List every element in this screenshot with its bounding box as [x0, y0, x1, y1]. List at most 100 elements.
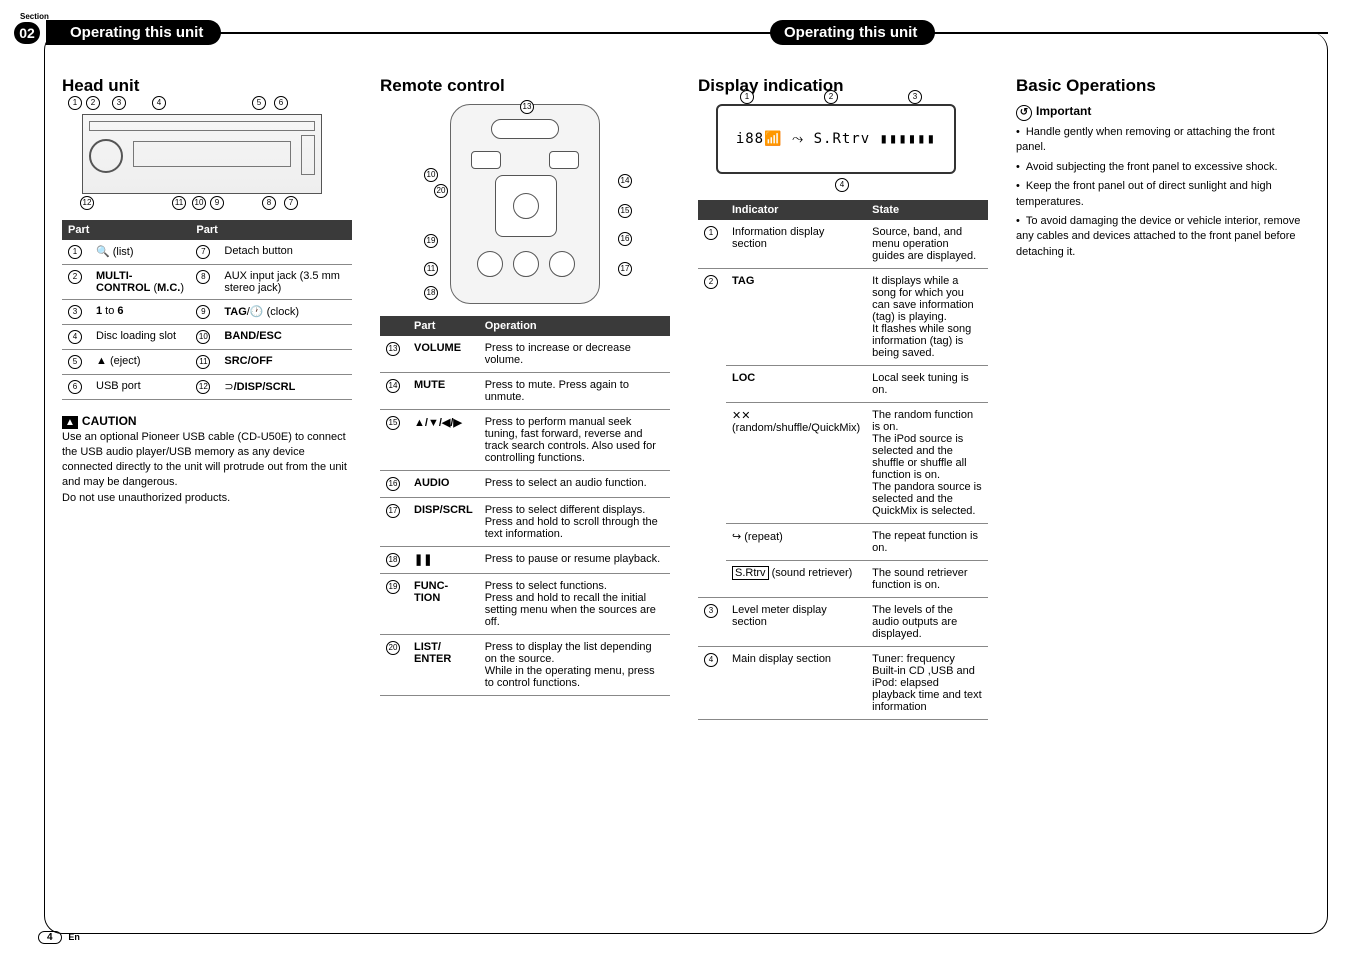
- row-part: USB port: [90, 375, 190, 400]
- bullet-item: To avoid damaging the device or vehicle …: [1016, 214, 1306, 260]
- table-row: 5▲ (eject)11SRC/OFF: [62, 350, 352, 375]
- hu-callouts-bottom: 12 11 10 9 8 7: [62, 196, 352, 212]
- table-row: 2TAGIt displays while a song for which y…: [698, 269, 988, 366]
- display-diagram: i88📶 ⤳ S.Rtrv ▮▮▮▮▮▮: [716, 104, 956, 174]
- row-num: 17: [386, 504, 400, 518]
- row-num: 6: [68, 380, 82, 394]
- row-indicator: Level meter display section: [726, 598, 866, 647]
- th-part: Part: [190, 220, 352, 240]
- hu-callouts-top: 1 2 3 4 5 6: [62, 96, 352, 112]
- callout-icon: 5: [252, 96, 266, 110]
- table-row: 4Disc loading slot10BAND/ESC: [62, 325, 352, 350]
- table-row: 13VOLUMEPress to increase or decrease vo…: [380, 336, 670, 373]
- row-indicator: Information display section: [726, 220, 866, 269]
- table-row: 3Level meter display sectionThe levels o…: [698, 598, 988, 647]
- col-basic-ops: Basic Operations Important Handle gently…: [1016, 76, 1306, 914]
- callout-icon: 15: [618, 204, 632, 218]
- row-part: 1 to 6: [90, 300, 190, 325]
- table-row: 16 AUDIOPress to select an audio function…: [380, 471, 670, 498]
- table-row: 31 to 69TAG/🕐 (clock): [62, 300, 352, 325]
- section-label: Section: [20, 12, 49, 21]
- row-part: DISP/SCRL: [408, 498, 479, 547]
- callout-icon: 18: [424, 286, 438, 300]
- content-area: Head unit 1 2 3 4 5 6 12 11 10 9 8: [62, 76, 1312, 914]
- row-num: 3: [704, 604, 718, 618]
- row-op: Press to increase or decrease volume.: [479, 336, 670, 373]
- row-indicator: S.Rtrv (sound retriever): [726, 561, 866, 598]
- row-part: AUX input jack (3.5 mm stereo jack): [218, 265, 352, 300]
- row-num: 14: [386, 379, 400, 393]
- table-row: 14MUTEPress to mute. Press again to unmu…: [380, 373, 670, 410]
- row-num: 4: [704, 653, 718, 667]
- row-op: Press to pause or resume playback.: [479, 547, 670, 574]
- row-num: 16: [386, 477, 400, 491]
- caution-heading: CAUTION: [62, 414, 352, 428]
- table-row: 1Information display sectionSource, band…: [698, 220, 988, 269]
- table-row: 1🔍 (list)7Detach button: [62, 240, 352, 265]
- row-state: The random function is on. The iPod sour…: [866, 403, 988, 524]
- row-state: The sound retriever function is on.: [866, 561, 988, 598]
- row-op: Press to display the list depending on t…: [479, 635, 670, 696]
- table-row: 17 DISP/SCRLPress to select different dis…: [380, 498, 670, 547]
- table-row: ↪ (repeat)The repeat function is on.: [698, 524, 988, 561]
- row-num: 8: [196, 270, 210, 284]
- col-remote: Remote control 13 10 20 14 15 16 17 19 1…: [380, 76, 670, 914]
- table-row: LOCLocal seek tuning is on.: [698, 366, 988, 403]
- row-num: 2: [704, 275, 718, 289]
- row-state: The repeat function is on.: [866, 524, 988, 561]
- callout-icon: 6: [274, 96, 288, 110]
- row-part: MULTI-CONTROL (M.C.): [90, 265, 190, 300]
- remote-ops-table: PartOperation 13VOLUMEPress to increase …: [380, 316, 670, 696]
- row-state: Tuner: frequency Built-in CD ,USB and iP…: [866, 647, 988, 720]
- callout-icon: 11: [172, 196, 186, 210]
- row-op: Press to select different displays. Pres…: [479, 498, 670, 547]
- row-state: Source, band, and menu operation guides …: [866, 220, 988, 269]
- table-row: 15▲/▼/◀/▶Press to perform manual seek tu…: [380, 410, 670, 471]
- row-state: It displays while a song for which you c…: [866, 269, 988, 366]
- row-part: Detach button: [218, 240, 352, 265]
- row-state: Local seek tuning is on.: [866, 366, 988, 403]
- callout-icon: 13: [520, 100, 534, 114]
- caution-text-2: Do not use unauthorized products.: [62, 491, 352, 506]
- row-part: VOLUME: [408, 336, 479, 373]
- row-num: 18: [386, 553, 400, 567]
- col-head-unit: Head unit 1 2 3 4 5 6 12 11 10 9 8: [62, 76, 352, 914]
- caution-text-1: Use an optional Pioneer USB cable (CD-U5…: [62, 430, 352, 489]
- row-indicator: ✕✕ (random/shuffle/QuickMix): [726, 403, 866, 524]
- row-op: Press to select an audio function.: [479, 471, 670, 498]
- row-part: 🔍 (list): [90, 240, 190, 265]
- important-heading: Important: [1016, 104, 1306, 121]
- callout-icon: 8: [262, 196, 276, 210]
- th-indicator: Indicator: [726, 200, 866, 220]
- th-state: State: [866, 200, 988, 220]
- head-unit-parts-table: Part Part 1🔍 (list)7Detach button 2MULTI…: [62, 220, 352, 400]
- callout-icon: 14: [618, 174, 632, 188]
- bullet-item: Avoid subjecting the front panel to exce…: [1016, 160, 1306, 175]
- callout-icon: 2: [86, 96, 100, 110]
- row-part: LIST/ENTER: [408, 635, 479, 696]
- table-row: 20LIST/ENTERPress to display the list de…: [380, 635, 670, 696]
- remote-title: Remote control: [380, 76, 670, 96]
- row-num: 9: [196, 305, 210, 319]
- row-part: ▲/▼/◀/▶: [408, 410, 479, 471]
- table-row: 19FUNC-TIONPress to select functions. Pr…: [380, 574, 670, 635]
- row-op: Press to select functions. Press and hol…: [479, 574, 670, 635]
- row-part: FUNC-TION: [408, 574, 479, 635]
- callout-icon: 3: [112, 96, 126, 110]
- row-part: TAG/🕐 (clock): [218, 300, 352, 325]
- row-num: 11: [196, 355, 210, 369]
- section-number-badge: 02: [14, 22, 40, 44]
- callout-icon: 16: [618, 232, 632, 246]
- row-num: 7: [196, 245, 210, 259]
- row-part: AUDIO: [408, 471, 479, 498]
- table-row: S.Rtrv (sound retriever)The sound retrie…: [698, 561, 988, 598]
- row-num: 15: [386, 416, 400, 430]
- row-part: MUTE: [408, 373, 479, 410]
- col-display: Display indication 1 2 3 i88📶 ⤳ S.Rtrv ▮…: [698, 76, 988, 914]
- th-part: Part: [62, 220, 190, 240]
- table-row: 2MULTI-CONTROL (M.C.)8AUX input jack (3.…: [62, 265, 352, 300]
- callout-icon: 11: [424, 262, 438, 276]
- row-part: SRC/OFF: [218, 350, 352, 375]
- callout-icon: 4: [835, 178, 849, 192]
- row-num: 4: [68, 330, 82, 344]
